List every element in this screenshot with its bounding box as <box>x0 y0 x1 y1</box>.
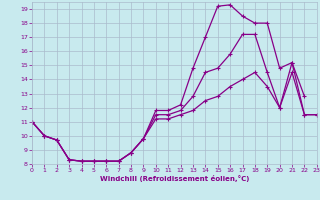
X-axis label: Windchill (Refroidissement éolien,°C): Windchill (Refroidissement éolien,°C) <box>100 175 249 182</box>
